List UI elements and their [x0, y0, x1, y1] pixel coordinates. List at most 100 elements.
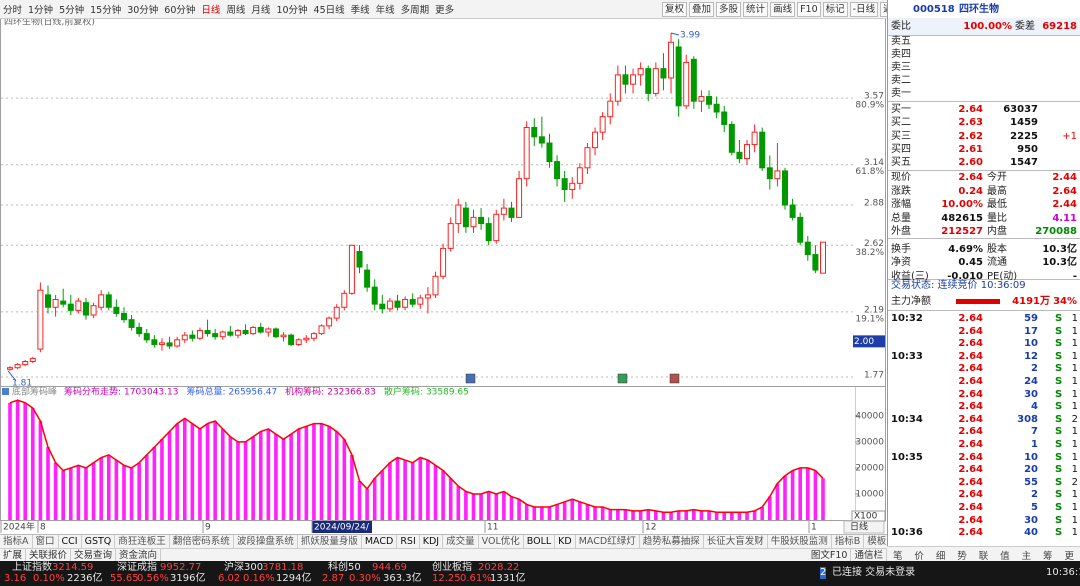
- panel-tab[interactable]: 价: [914, 550, 924, 562]
- period-tab[interactable]: 30分钟: [127, 5, 159, 16]
- candle-body: [561, 178, 568, 191]
- panel-tab[interactable]: 值: [1000, 550, 1010, 562]
- panel-tab[interactable]: 筹: [1043, 550, 1053, 562]
- candle-body: [706, 96, 713, 105]
- indicator-tab[interactable]: KD: [555, 535, 576, 548]
- period-label: 日线: [850, 521, 868, 533]
- candle-body: [272, 328, 279, 338]
- period-tab[interactable]: 5分钟: [59, 5, 85, 16]
- divider: [888, 35, 1080, 36]
- bar: [15, 400, 20, 520]
- indicator-tab[interactable]: 长征大盲发财: [704, 535, 768, 548]
- event-icon: [669, 373, 680, 384]
- period-tab[interactable]: 周线: [226, 5, 246, 16]
- panel-tab[interactable]: 主: [1021, 550, 1032, 562]
- period-tab[interactable]: 季线: [350, 5, 370, 16]
- candle-body: [751, 131, 758, 146]
- period-tab[interactable]: 多周期: [400, 5, 430, 16]
- period-tab[interactable]: 45日线: [313, 5, 345, 16]
- indicator-tab[interactable]: 趋势私募抽探: [640, 535, 704, 548]
- panel-tab[interactable]: 细: [935, 550, 946, 562]
- indicator-tab[interactable]: RSI: [397, 535, 420, 548]
- indicator-tab[interactable]: 牛股妖股监测: [768, 535, 832, 548]
- period-tab[interactable]: 月线: [251, 5, 271, 16]
- bar: [190, 423, 195, 520]
- tick-volume: 5: [1031, 502, 1038, 513]
- buy-label: 买三: [891, 130, 911, 142]
- extra-right-tab[interactable]: 通信栏: [851, 549, 887, 562]
- candle-body: [804, 241, 811, 256]
- tick-price: 2.64: [958, 489, 983, 501]
- tick-volume: 2: [1031, 489, 1038, 501]
- indicator-tab[interactable]: 指标B: [832, 535, 865, 548]
- buy-volume: 63037: [1003, 104, 1038, 115]
- indicator-tab[interactable]: 翻倍密码系统: [170, 535, 234, 548]
- candle-body: [128, 319, 135, 328]
- candle-body: [7, 367, 13, 370]
- bar: [372, 478, 377, 520]
- stat-value: 0.45: [958, 257, 983, 268]
- action-button[interactable]: -日线: [849, 1, 879, 17]
- extra-tab[interactable]: 资金流向: [116, 549, 162, 562]
- action-button[interactable]: 统计: [743, 1, 769, 17]
- indicator-tab[interactable]: KDJ: [420, 535, 444, 548]
- action-button[interactable]: 多股: [716, 1, 742, 17]
- indicator-tab[interactable]: MACD红绿灯: [576, 535, 640, 548]
- indicator-tab[interactable]: CCI: [59, 535, 82, 548]
- bar: [730, 512, 734, 520]
- indicator-tab[interactable]: 指标A: [0, 535, 33, 548]
- panel-tab[interactable]: 更: [1064, 550, 1074, 562]
- indicator-tab[interactable]: GSTQ: [82, 535, 116, 548]
- index-name: 深证成指: [117, 562, 157, 573]
- bar: [426, 460, 430, 520]
- action-button[interactable]: 复权: [662, 1, 688, 17]
- unit-label: X100: [854, 512, 878, 522]
- indicator-tab[interactable]: BOLL: [524, 535, 556, 548]
- tick-count: 1: [1071, 439, 1078, 450]
- bar: [502, 491, 506, 520]
- panel-tab[interactable]: 笔: [892, 550, 903, 562]
- buy-volume: 950: [1017, 143, 1038, 155]
- index-value: 3781.18: [262, 562, 304, 573]
- action-button[interactable]: 标记: [822, 1, 848, 17]
- bar: [775, 483, 780, 520]
- candle-body: [326, 317, 333, 327]
- period-tab[interactable]: 10分钟: [276, 5, 308, 16]
- candle-body: [303, 337, 310, 341]
- candle-body: [523, 127, 530, 180]
- index-change: 55.65: [110, 573, 139, 584]
- indicator-tab[interactable]: 商狂连板王: [115, 535, 170, 548]
- stat-value: -: [1072, 270, 1077, 282]
- indicator-tab[interactable]: 抓妖股量身版: [298, 535, 362, 548]
- period-tab[interactable]: 60分钟: [164, 5, 196, 16]
- indicator-tab[interactable]: MACD: [362, 535, 398, 548]
- extra-tab[interactable]: 关联报价: [26, 549, 72, 562]
- panel-tab[interactable]: 联: [978, 550, 989, 562]
- period-tab[interactable]: 分时: [3, 5, 23, 16]
- action-button[interactable]: 叠加: [689, 1, 715, 17]
- candle-body: [386, 300, 393, 310]
- candle-body: [820, 241, 826, 274]
- period-tab[interactable]: 1分钟: [28, 5, 54, 16]
- bar: [144, 454, 149, 520]
- extra-right-tab[interactable]: 图文F10: [808, 549, 852, 562]
- extra-tab[interactable]: 扩展: [0, 549, 27, 562]
- weicha-label: 委差: [1015, 21, 1035, 32]
- bar: [312, 423, 316, 520]
- bar: [350, 454, 354, 520]
- action-button[interactable]: F10: [797, 1, 821, 17]
- period-tab[interactable]: 日线: [201, 5, 221, 16]
- index-amount: 2236亿: [67, 573, 103, 584]
- period-tab[interactable]: 更多: [435, 5, 455, 16]
- period-tab[interactable]: 15分钟: [90, 5, 122, 16]
- panel-tab[interactable]: 势: [957, 550, 967, 562]
- action-button[interactable]: 画线: [770, 1, 796, 17]
- indicator-tab[interactable]: 成交量: [443, 535, 479, 548]
- period-tab[interactable]: 年线: [375, 5, 395, 16]
- index-name: 科创50: [328, 562, 361, 573]
- indicator-tab[interactable]: 波段操盘系统: [234, 535, 298, 548]
- indicator-tab[interactable]: VOL优化: [479, 535, 524, 548]
- extra-tab[interactable]: 交易查询: [71, 549, 117, 562]
- indicator-tab[interactable]: 窗口: [33, 535, 59, 548]
